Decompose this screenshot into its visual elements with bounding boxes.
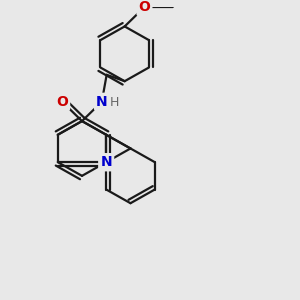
Text: O: O [56, 95, 68, 109]
Text: N: N [96, 95, 108, 109]
Text: H: H [110, 96, 119, 109]
Text: O: O [139, 0, 150, 14]
Text: N: N [100, 155, 112, 169]
Text: N: N [100, 155, 112, 169]
